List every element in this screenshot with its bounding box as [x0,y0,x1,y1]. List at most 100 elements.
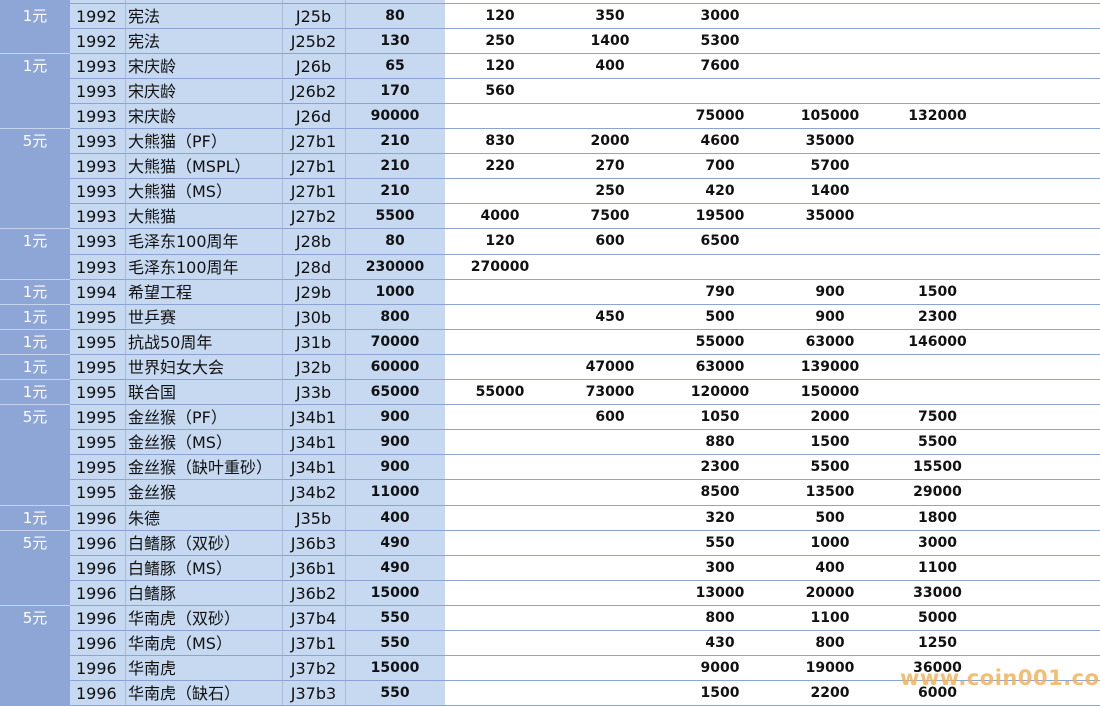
row-line [70,328,1100,330]
row-line [70,278,1100,280]
name: 抗战50周年 [128,332,213,352]
price: 4600 [700,133,740,149]
year: 1995 [76,357,117,377]
price: 63000 [695,358,745,375]
highlight-columns [70,0,445,706]
code: J26b [295,56,332,76]
year: 1996 [76,634,117,653]
price: 210 [380,158,410,175]
row-line [70,128,1100,129]
price: 1400 [810,183,850,200]
price: 210 [380,133,410,149]
price: 800 [705,609,735,626]
code: J26b2 [290,81,337,101]
price: 15500 [913,459,962,476]
price: 132000 [908,107,967,124]
denomination: 1元 [22,508,48,527]
name: 毛泽东100周年 [128,232,239,252]
code: J32b [295,357,332,377]
price: 65 [385,57,405,74]
row-line [70,178,1100,180]
price: 4000 [480,208,520,225]
year: 1993 [76,157,117,177]
price: 800 [380,308,410,325]
row-line [70,27,1100,29]
name: 华南虎（缺石） [128,684,241,704]
year: 1996 [76,608,117,628]
name: 大熊猫（MS） [128,182,232,202]
code: J25b2 [290,31,337,51]
price: 55000 [695,333,745,350]
code: J34b1 [290,433,337,453]
denom-line [0,379,70,380]
name: 华南虎（双砂） [128,608,241,628]
name: 毛泽东100周年 [128,257,239,277]
price: 63000 [805,333,855,350]
price: 55000 [475,384,525,400]
price: 9000 [700,660,740,677]
price: 830 [485,133,515,149]
year: 1996 [76,558,117,578]
year: 1996 [76,583,117,603]
year: 1993 [76,207,117,227]
row-line [70,253,1100,255]
price: 120 [485,57,515,74]
price: 500 [815,509,845,526]
denom-line [0,353,70,355]
denom-column [0,0,70,706]
name: 金丝猴 [128,483,177,503]
price: 33000 [913,584,962,601]
code: J34b2 [290,483,337,503]
price: 1250 [918,635,957,651]
col-line [345,0,346,706]
code: J25b [295,6,332,26]
col-line [125,0,126,706]
year: 1995 [76,383,117,402]
price: 7600 [700,57,740,74]
price: 420 [705,183,735,200]
name: 宋庆龄 [128,106,177,126]
denom-line [0,303,70,305]
price: 3000 [918,534,957,551]
year: 1995 [76,483,117,503]
price: 1800 [918,509,957,526]
price: 1000 [375,283,415,300]
price: 73000 [585,384,635,400]
code: J26d [295,106,332,126]
price: 35000 [805,208,855,225]
name: 世乒赛 [128,307,177,327]
year: 1996 [76,533,117,553]
row-line [70,579,1100,581]
denomination: 1元 [22,307,48,326]
row-line [70,429,1100,431]
price: 350 [595,7,625,24]
price: 900 [815,308,845,325]
price: 2300 [918,308,957,325]
price: 1050 [700,409,740,426]
denomination: 1元 [22,232,48,251]
name: 金丝猴（PF） [128,408,227,428]
price: 490 [380,559,410,576]
price: 150000 [800,384,860,400]
code: J34b1 [290,408,337,428]
price: 3000 [700,7,740,24]
row-line [70,680,1100,682]
price: 1500 [810,434,850,451]
row-line [70,404,1100,406]
year: 1992 [76,6,117,26]
name: 世界妇女大会 [128,357,225,377]
code: J34b1 [290,458,337,478]
price: 13000 [695,584,745,601]
price: 800 [815,635,845,651]
row-line [70,529,1100,531]
denomination: 5元 [22,408,48,427]
denomination: 5元 [22,533,48,552]
row-line [70,504,1100,506]
price: 2000 [810,409,850,426]
row-line [70,52,1100,54]
denom-line [0,328,70,330]
price: 5700 [810,158,850,175]
price: 270000 [470,258,530,275]
price: 600 [595,233,625,250]
price: 1000 [810,534,850,551]
